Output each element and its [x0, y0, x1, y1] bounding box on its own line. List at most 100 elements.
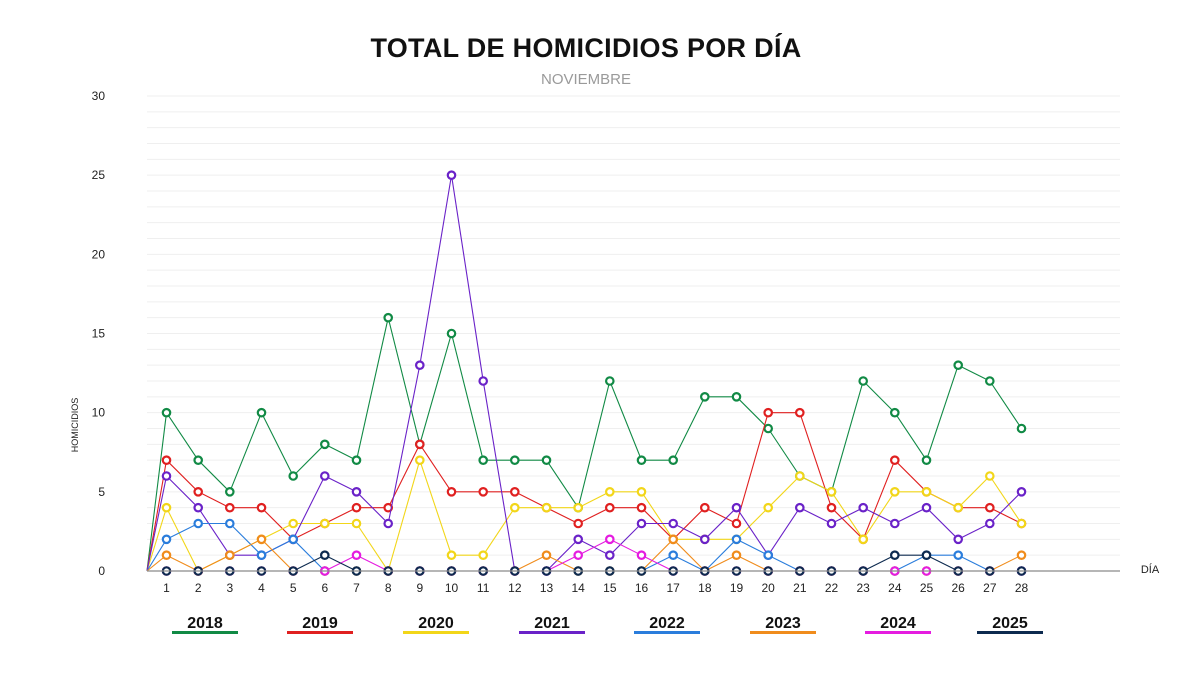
data-point — [731, 391, 742, 402]
data-point — [256, 550, 267, 561]
data-point — [794, 407, 805, 418]
data-point — [288, 534, 299, 545]
data-point — [921, 455, 932, 466]
data-point — [889, 407, 900, 418]
x-tick-label: 10 — [445, 581, 459, 595]
data-point — [446, 550, 457, 561]
legend-label: 2022 — [649, 615, 685, 632]
x-tick-label: 25 — [920, 581, 934, 595]
x-tick-label: 20 — [761, 581, 775, 595]
data-point — [256, 534, 267, 545]
data-point — [541, 550, 552, 561]
data-point — [858, 502, 869, 513]
data-point — [984, 376, 995, 386]
data-point — [953, 550, 964, 561]
data-point — [541, 502, 552, 513]
series-2018 — [146, 312, 1027, 572]
data-point — [256, 407, 267, 418]
data-point — [319, 439, 330, 450]
data-point — [604, 376, 615, 386]
x-tick-label: 16 — [635, 581, 649, 595]
data-point — [826, 518, 837, 529]
data-point — [889, 550, 900, 561]
legend-item-2023: 2023 — [750, 615, 816, 634]
legend-label: 2025 — [992, 615, 1028, 632]
data-point — [193, 502, 204, 513]
data-point — [636, 486, 647, 497]
x-axis-label: DÍA — [1141, 563, 1160, 576]
y-tick-labels: 0 5 10 15 20 25 30 — [92, 89, 106, 578]
data-point — [1016, 423, 1027, 434]
x-tick-label: 4 — [258, 581, 265, 595]
data-point — [193, 455, 204, 466]
data-point — [478, 455, 489, 466]
legend-swatch — [403, 631, 469, 634]
data-point — [414, 439, 425, 450]
data-point — [256, 502, 267, 513]
data-point — [225, 486, 235, 497]
legend-swatch — [172, 631, 238, 634]
data-point — [604, 550, 615, 561]
x-tick-label: 6 — [321, 581, 328, 595]
x-tick-label: 12 — [508, 581, 522, 595]
data-point — [351, 550, 362, 561]
y-axis-label: HOMICIDIOS — [70, 398, 80, 453]
data-point — [1016, 518, 1027, 529]
data-point — [604, 534, 615, 545]
data-point — [478, 550, 489, 561]
legend-item-2024: 2024 — [865, 615, 931, 634]
data-point — [193, 486, 204, 497]
legend-item-2022: 2022 — [634, 615, 700, 634]
data-point — [478, 486, 489, 497]
data-point — [319, 550, 330, 561]
x-tick-label: 21 — [793, 581, 807, 595]
data-point — [161, 502, 172, 513]
series-lines — [146, 170, 1027, 576]
data-point — [319, 518, 330, 529]
data-point — [573, 550, 584, 561]
data-point — [383, 518, 394, 529]
data-point — [636, 455, 647, 466]
data-point — [351, 455, 362, 466]
data-point — [731, 550, 742, 561]
data-point — [193, 518, 204, 529]
data-point — [668, 550, 679, 561]
data-point — [319, 471, 330, 481]
data-point — [225, 502, 235, 513]
data-point — [731, 502, 742, 513]
x-tick-label: 1 — [163, 581, 170, 595]
data-point — [636, 518, 647, 529]
y-tick-label: 0 — [98, 564, 105, 578]
data-point — [921, 550, 932, 561]
data-point — [763, 407, 774, 418]
data-point — [478, 376, 489, 386]
x-tick-label: 2 — [195, 581, 202, 595]
legend-swatch — [865, 631, 931, 634]
data-point — [161, 471, 172, 481]
series-2021 — [146, 170, 1027, 576]
legend: 2018 2019 2020 2021 2022 2023 2024 2025 — [172, 615, 1043, 634]
legend-label: 2021 — [534, 615, 570, 632]
data-point — [953, 534, 964, 545]
data-point — [889, 455, 900, 466]
x-tick-label: 3 — [226, 581, 233, 595]
data-point — [573, 502, 584, 513]
legend-swatch — [977, 631, 1043, 634]
y-tick-label: 25 — [92, 168, 106, 182]
data-point — [351, 486, 362, 497]
y-tick-label: 10 — [92, 406, 106, 420]
x-tick-label: 18 — [698, 581, 712, 595]
data-point — [414, 455, 425, 466]
data-point — [446, 328, 457, 339]
data-point — [351, 502, 362, 513]
chart-title: TOTAL DE HOMICIDIOS POR DÍA — [370, 32, 801, 63]
data-point — [953, 502, 964, 513]
x-tick-label: 22 — [825, 581, 839, 595]
data-point — [161, 455, 172, 466]
x-tick-label: 15 — [603, 581, 617, 595]
data-point — [161, 534, 172, 545]
data-point — [731, 534, 742, 545]
legend-item-2020: 2020 — [403, 615, 469, 634]
x-tick-label: 9 — [416, 581, 423, 595]
